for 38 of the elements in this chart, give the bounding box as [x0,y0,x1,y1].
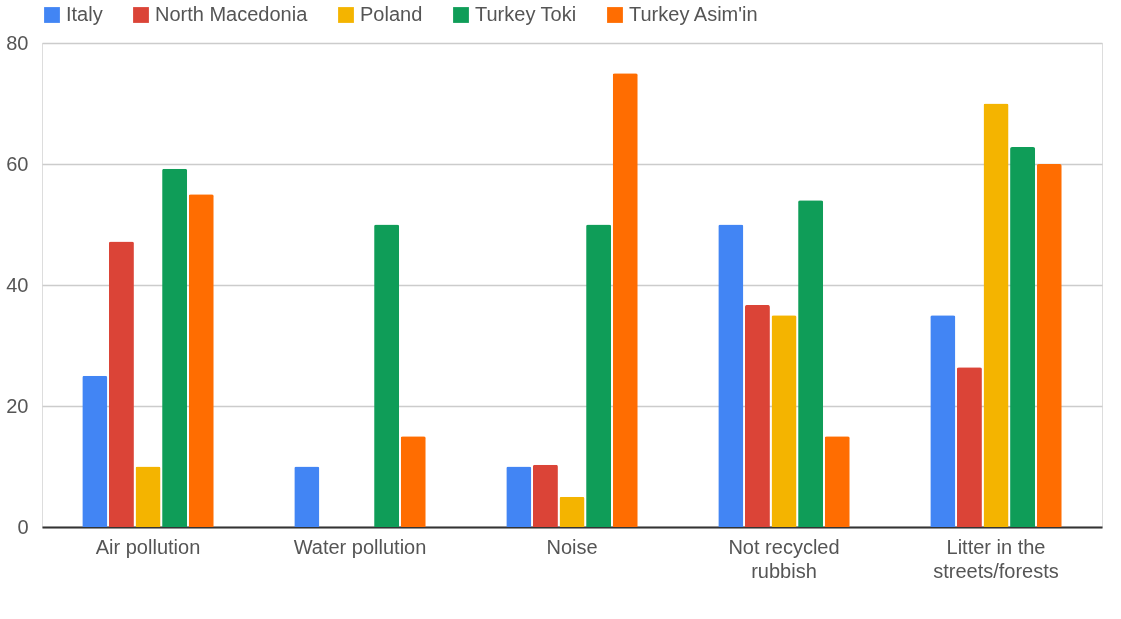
bar [400,436,426,527]
bar [586,224,612,527]
bar [956,367,982,527]
x-tick-label: Not recycled rubbish [728,535,840,582]
x-tick-label: Air pollution [95,535,201,558]
bar [294,466,320,527]
bar [188,194,214,527]
y-tick-label: 20 [6,394,29,417]
bar [983,103,1009,527]
bar [612,73,638,527]
bar [1010,147,1036,527]
bar [718,224,744,527]
bar [506,466,532,527]
legend-label: Poland [360,3,423,25]
x-tick-label: Noise [546,535,598,558]
bar [559,496,585,527]
bar [162,168,188,527]
bar [108,241,134,527]
x-tick-label: Water pollution [293,535,427,558]
legend-label: Turkey Asim'in [629,3,758,25]
bar [532,464,558,527]
bar [82,375,108,527]
bar [135,466,161,527]
legend-label: North Macedonia [155,3,309,25]
bar [1036,164,1062,527]
y-tick-label: 0 [17,515,29,538]
x-tick-label: Litter in the streets/forests [933,535,1059,582]
bar [798,200,824,527]
legend-label: Turkey Toki [475,3,577,25]
y-tick-label: 60 [6,152,29,175]
y-tick-label: 80 [6,31,29,54]
bar [824,436,850,527]
bar [374,224,400,527]
legend-label: Italy [66,3,103,25]
y-tick-label: 40 [6,273,29,296]
bar [930,315,956,527]
bar [771,315,797,527]
bar [744,304,770,527]
